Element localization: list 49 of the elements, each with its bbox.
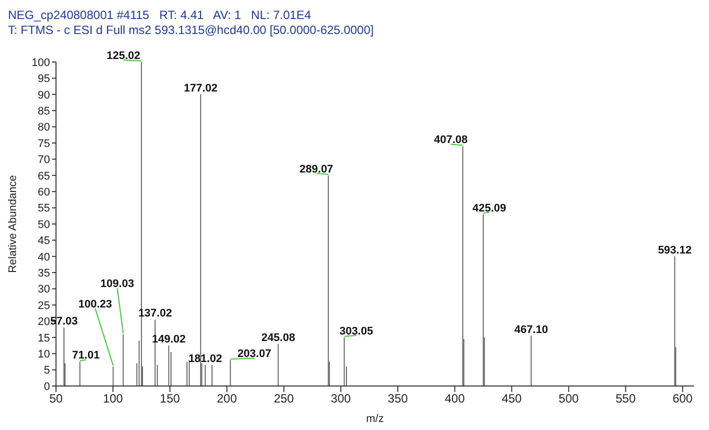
y-tick-label: 20 [38,316,50,328]
annotation: 71.01 [72,350,100,362]
y-tick-label: 35 [38,268,50,280]
x-tick-label: 100 [102,392,124,406]
y-tick-label: 15 [38,332,50,344]
y-tick-label: 85 [38,106,50,118]
y-tick-label: 0 [44,380,50,393]
annotation: 303.05 [339,325,374,338]
annotation: 100.23 [78,298,112,311]
annotation: 245.08 [261,332,296,344]
annotation: 467.10 [514,324,548,336]
x-tick-label: 450 [502,392,522,406]
y-tick-label: 100 [32,56,50,69]
annotation: 289.07 [300,163,334,176]
x-tick-label: 200 [216,392,238,406]
annotation: 177.02 [184,82,218,94]
chart-subtitle: T: FTMS - c ESI d Full ms2 593.1315@hcd40.00 [50.0000-625.0000] [8,23,375,38]
y-tick-label: 30 [38,284,50,296]
annotation: 125.02 [106,50,140,62]
y-tick-label: 10 [38,348,50,361]
y-tick-label: 90 [38,89,50,102]
x-tick-label: 150 [160,392,180,406]
x-axis-title: m/z [366,413,384,425]
x-tick-label: 300 [330,392,352,406]
x-tick-label: 500 [558,392,580,406]
annotation: 593.12 [658,244,692,256]
annotation: 425.09 [472,202,506,214]
annotation: 109.03 [100,278,134,290]
y-tick-label: 65 [38,170,50,182]
y-tick-label: 80 [38,122,50,134]
x-tick-label: 550 [616,392,636,406]
annotation: 407.08 [434,134,468,146]
y-tick-label: 70 [38,154,50,166]
annotation: 203.07 [238,348,272,360]
y-tick-label: 55 [38,202,50,215]
y-tick-label: 50 [38,218,50,231]
chart-title: NEG_cp240808001 #4115 RT: 4.41 AV: 1 NL: 7.01E4 [8,8,312,23]
x-tick-label: 400 [444,392,466,406]
x-tick-label: 350 [388,392,408,406]
y-tick-label: 60 [38,186,50,199]
y-tick-label: 40 [38,251,50,264]
x-tick-label: 600 [672,392,693,406]
x-tick-label: 250 [274,392,294,406]
y-tick-label: 75 [38,138,50,150]
y-tick-label: 95 [38,73,50,86]
y-axis-title: Relative Abundance [6,175,19,273]
y-tick-label: 25 [38,300,50,312]
y-tick-label: 45 [38,235,50,248]
y-tick-label: 5 [44,364,50,377]
